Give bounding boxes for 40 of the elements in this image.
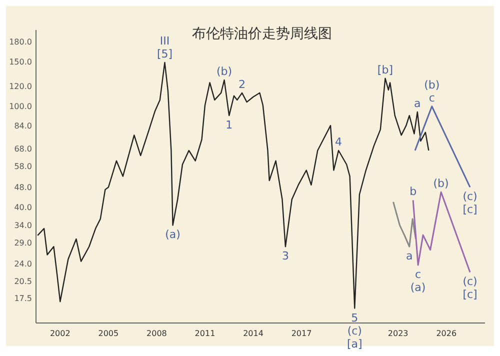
annotation: III [5]: [156, 34, 173, 60]
annotation: (c) [c]: [462, 190, 478, 216]
y-tick-label: 40.0: [14, 203, 32, 212]
annotation: (b) c: [424, 78, 440, 104]
y-tick-label: 20.5: [14, 276, 32, 286]
annotation: 3: [282, 250, 289, 263]
y-tick-label: 150.0: [9, 57, 32, 66]
x-tick-label: 2005: [98, 329, 119, 338]
chart-title: 布伦特油价走势周线图: [192, 26, 332, 42]
annotation: (a): [165, 228, 180, 242]
annotation: (b): [433, 177, 449, 190]
annotation: (c) [c]: [462, 275, 478, 302]
annotation: 1: [226, 118, 233, 132]
y-tick-label: 29.0: [14, 238, 32, 248]
x-tick-label: 2014: [243, 329, 264, 338]
y-tick-label: 120.0: [9, 82, 32, 92]
y-tick-label: 180.0: [9, 37, 32, 46]
y-tick-label: 17.5: [14, 294, 32, 304]
x-tick-label: 2002: [50, 329, 70, 338]
y-tick-label: 24.0: [14, 259, 32, 268]
annotation: 2: [238, 78, 246, 91]
annotation: a: [414, 97, 421, 110]
y-tick-label: 48.0: [14, 183, 32, 192]
x-tick-label: 2026: [436, 329, 457, 338]
annotation: (b): [216, 65, 232, 78]
x-tick-label: 2017: [291, 329, 312, 338]
annotation: c (a): [410, 268, 426, 294]
x-tick-label: 2011: [194, 329, 216, 338]
annotation: b: [410, 185, 417, 198]
annotation: 5 (c) [a]: [346, 311, 362, 350]
x-tick-label: 2023: [388, 329, 408, 338]
x-tick-label: 2008: [146, 329, 167, 338]
annotation: 4: [335, 135, 342, 148]
y-tick-label: 34.0: [14, 221, 32, 230]
y-tick-label: 58.0: [14, 162, 32, 172]
y-tick-label: 68.0: [14, 144, 32, 154]
y-tick-label: 84.0: [14, 121, 32, 130]
annotation: a: [406, 250, 413, 263]
annotation: [b]: [377, 63, 394, 76]
y-tick-label: 100.0: [9, 102, 32, 112]
